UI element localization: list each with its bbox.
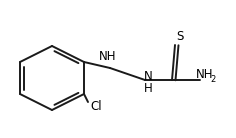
Text: 2: 2	[210, 75, 215, 84]
Text: Cl: Cl	[90, 99, 102, 112]
Text: NH: NH	[99, 50, 117, 63]
Text: NH: NH	[196, 68, 214, 82]
Text: S: S	[176, 30, 184, 43]
Text: N: N	[144, 71, 152, 83]
Text: H: H	[144, 83, 152, 95]
